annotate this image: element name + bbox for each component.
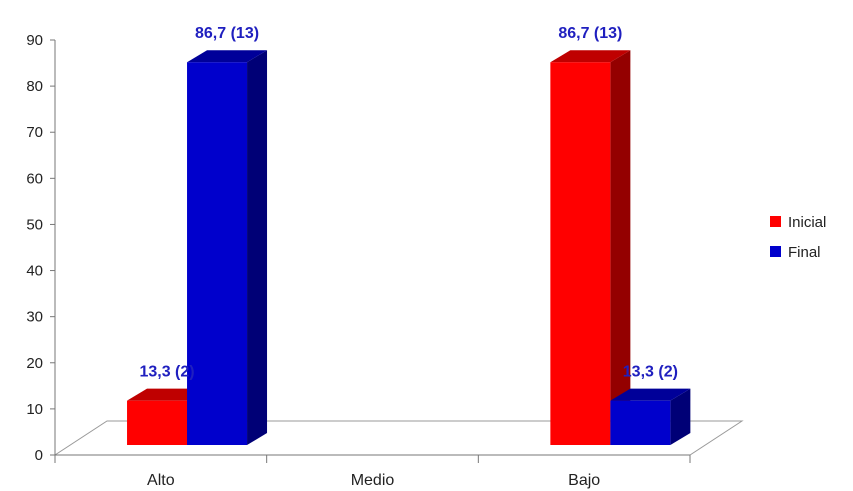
chart-bars <box>127 50 691 445</box>
y-tick-label: 90 <box>26 32 43 49</box>
x-tick-label: Bajo <box>568 472 600 489</box>
data-labels: 13,3 (2) 86,7 (13) 86,7 (13) 13,3 (2) <box>139 25 677 380</box>
y-tick-label: 70 <box>26 124 43 141</box>
data-label: 13,3 (2) <box>139 364 194 381</box>
y-tick-label: 10 <box>26 401 43 418</box>
legend-label-inicial: Inicial <box>788 214 826 231</box>
y-tick-label: 60 <box>26 170 43 187</box>
bar-final-alto <box>187 50 268 445</box>
x-tick-label: Alto <box>147 472 175 489</box>
bar-final-bajo <box>610 388 691 445</box>
chart-axes: 0 10 20 30 40 50 60 70 80 90 Alto Medio Bajo <box>26 32 691 489</box>
legend-swatch-final <box>770 246 781 257</box>
legend-swatch-inicial <box>770 216 781 227</box>
y-tick-label: 80 <box>26 78 43 95</box>
x-tick-label: Medio <box>351 472 395 489</box>
y-tick-label: 50 <box>26 216 43 233</box>
data-label: 86,7 (13) <box>558 25 622 42</box>
y-tick-label: 20 <box>26 355 43 372</box>
y-tick-label: 0 <box>35 447 43 464</box>
legend-label-final: Final <box>788 244 821 261</box>
legend: Inicial Final <box>770 214 826 261</box>
y-tick-label: 40 <box>26 263 43 280</box>
data-label: 86,7 (13) <box>195 25 259 42</box>
bar-inicial-bajo <box>550 50 631 445</box>
data-label: 13,3 (2) <box>623 364 678 381</box>
y-tick-label: 30 <box>26 309 43 326</box>
